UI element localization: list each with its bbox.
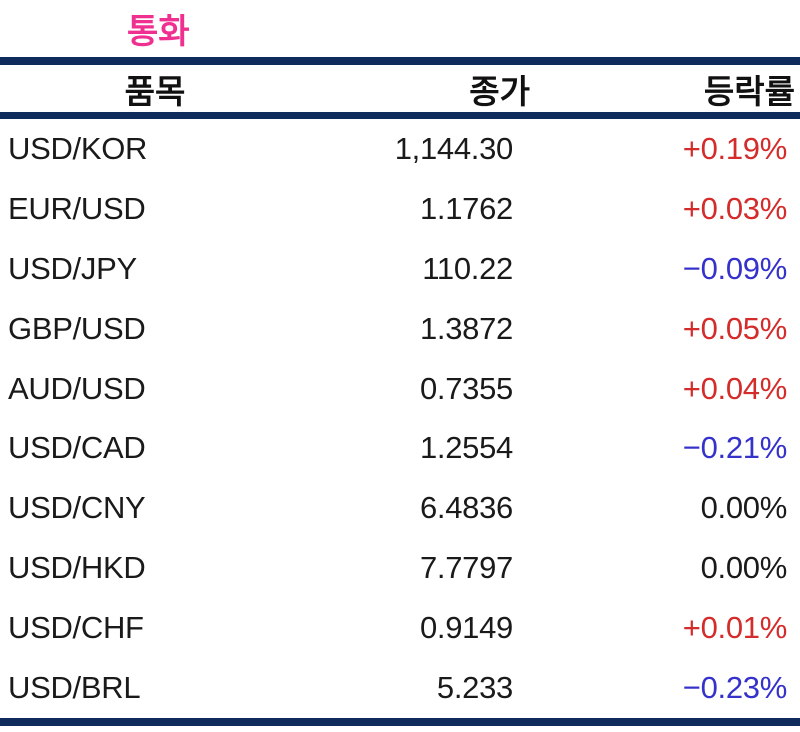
table-row: GBP/USD 1.3872 +0.05% bbox=[0, 299, 800, 359]
close-price-cell: 6.4836 bbox=[419, 490, 513, 526]
table-row: USD/CHF 0.9149 +0.01% bbox=[0, 598, 800, 658]
change-percent-cell: −0.09% bbox=[682, 250, 788, 286]
table-bottom-border bbox=[0, 718, 800, 726]
pair-cell: EUR/USD bbox=[8, 190, 146, 226]
table-row: USD/HKD 7.7797 0.00% bbox=[0, 538, 800, 598]
pair-cell: USD/BRL bbox=[8, 669, 141, 705]
column-header-change: 등락률 bbox=[703, 73, 795, 110]
change-percent-cell: +0.01% bbox=[682, 610, 788, 646]
close-price-cell: 1,144.30 bbox=[394, 130, 514, 166]
column-header-item: 품목 bbox=[124, 73, 186, 110]
pair-cell: USD/HKD bbox=[8, 550, 146, 586]
change-percent-cell: +0.03% bbox=[682, 190, 788, 226]
change-percent-cell: +0.05% bbox=[682, 310, 788, 346]
pair-cell: AUD/USD bbox=[8, 370, 146, 406]
close-price-cell: 1.3872 bbox=[419, 310, 513, 346]
table-top-border bbox=[0, 57, 800, 65]
pair-cell: USD/CAD bbox=[8, 430, 146, 466]
pair-cell: USD/KOR bbox=[8, 130, 148, 166]
table-rows: USD/KOR 1,144.30 +0.19% EUR/USD 1.1762 +0.03%… bbox=[0, 119, 800, 718]
change-percent-cell: 0.00% bbox=[700, 490, 788, 526]
pair-cell: GBP/USD bbox=[8, 310, 146, 346]
table-row: AUD/USD 0.7355 +0.04% bbox=[0, 359, 800, 419]
close-price-cell: 5.233 bbox=[436, 669, 513, 705]
table-header-row: 품목 종가 등락률 bbox=[0, 65, 800, 112]
table-row: USD/BRL 5.233 −0.23% bbox=[0, 658, 800, 718]
pair-cell: USD/CNY bbox=[8, 490, 146, 526]
table-row: USD/CNY 6.4836 0.00% bbox=[0, 478, 800, 538]
table-row: USD/KOR 1,144.30 +0.19% bbox=[0, 119, 800, 179]
table-row: USD/CAD 1.2554 −0.21% bbox=[0, 418, 800, 478]
change-percent-cell: 0.00% bbox=[700, 550, 788, 586]
close-price-cell: 110.22 bbox=[422, 250, 513, 286]
pair-cell: USD/JPY bbox=[8, 250, 137, 286]
column-header-close: 종가 bbox=[469, 73, 530, 110]
close-price-cell: 7.7797 bbox=[419, 550, 513, 586]
change-percent-cell: +0.04% bbox=[682, 370, 788, 406]
table-row: USD/JPY 110.22 −0.09% bbox=[0, 239, 800, 299]
close-price-cell: 1.1762 bbox=[419, 190, 513, 226]
close-price-cell: 0.7355 bbox=[419, 370, 513, 406]
table-header-separator bbox=[0, 112, 800, 119]
table-row: EUR/USD 1.1762 +0.03% bbox=[0, 179, 800, 239]
pair-cell: USD/CHF bbox=[8, 610, 144, 646]
close-price-cell: 1.2554 bbox=[419, 430, 513, 466]
close-price-cell: 0.9149 bbox=[419, 610, 513, 646]
change-percent-cell: +0.19% bbox=[682, 130, 788, 166]
page-title: 통화 bbox=[127, 13, 190, 51]
change-percent-cell: −0.21% bbox=[682, 430, 788, 466]
change-percent-cell: −0.23% bbox=[682, 669, 788, 705]
